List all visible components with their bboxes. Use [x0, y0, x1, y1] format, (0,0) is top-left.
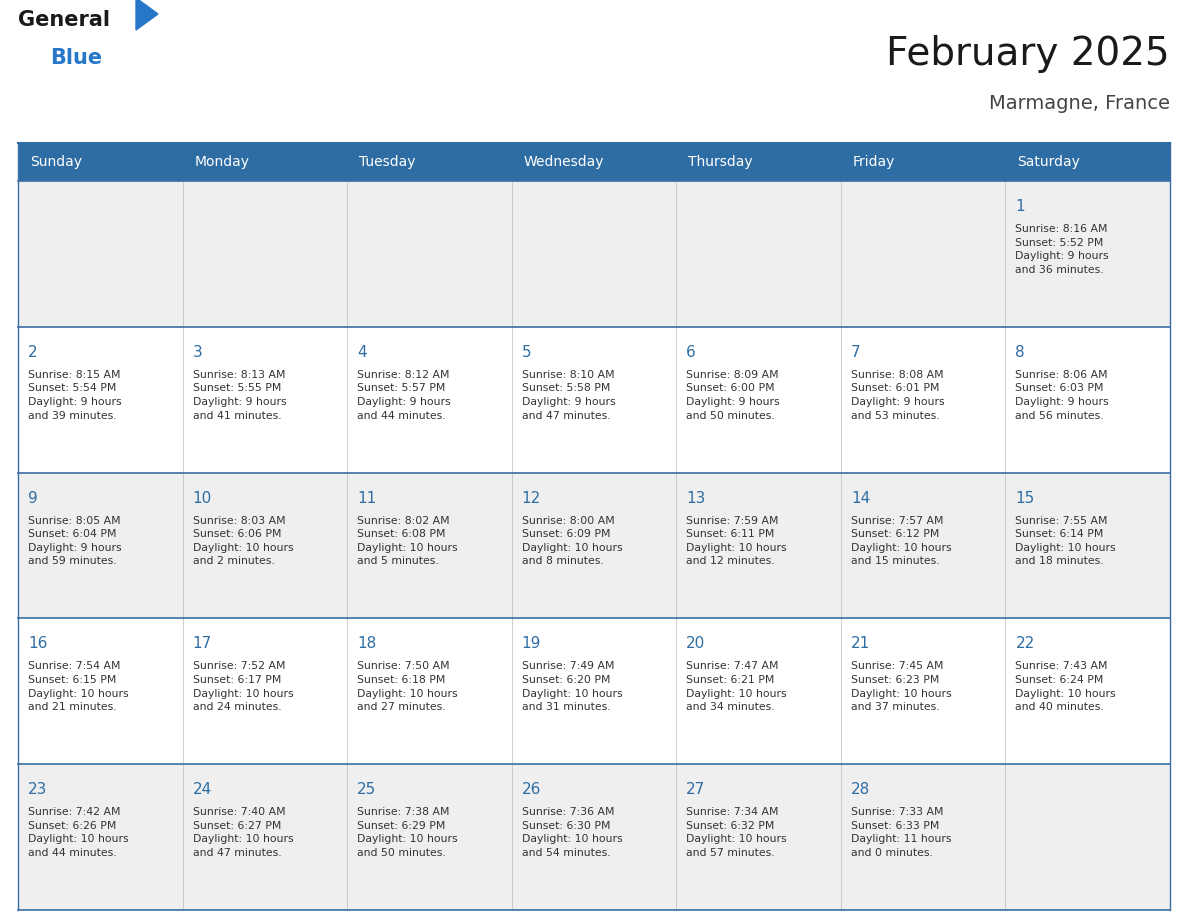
Text: Friday: Friday: [853, 155, 896, 169]
Text: 21: 21: [851, 636, 870, 652]
Text: Sunrise: 7:59 AM
Sunset: 6:11 PM
Daylight: 10 hours
and 12 minutes.: Sunrise: 7:59 AM Sunset: 6:11 PM Dayligh…: [687, 516, 786, 566]
Text: 27: 27: [687, 782, 706, 797]
Text: Blue: Blue: [50, 48, 102, 68]
Text: 7: 7: [851, 345, 860, 360]
Text: Sunrise: 7:52 AM
Sunset: 6:17 PM
Daylight: 10 hours
and 24 minutes.: Sunrise: 7:52 AM Sunset: 6:17 PM Dayligh…: [192, 661, 293, 712]
Text: Sunrise: 7:49 AM
Sunset: 6:20 PM
Daylight: 10 hours
and 31 minutes.: Sunrise: 7:49 AM Sunset: 6:20 PM Dayligh…: [522, 661, 623, 712]
Text: 9: 9: [29, 490, 38, 506]
Text: Sunrise: 7:40 AM
Sunset: 6:27 PM
Daylight: 10 hours
and 47 minutes.: Sunrise: 7:40 AM Sunset: 6:27 PM Dayligh…: [192, 807, 293, 858]
Text: Sunrise: 7:33 AM
Sunset: 6:33 PM
Daylight: 11 hours
and 0 minutes.: Sunrise: 7:33 AM Sunset: 6:33 PM Dayligh…: [851, 807, 952, 858]
Text: 24: 24: [192, 782, 211, 797]
Text: 1: 1: [1016, 199, 1025, 214]
Text: Sunrise: 7:54 AM
Sunset: 6:15 PM
Daylight: 10 hours
and 21 minutes.: Sunrise: 7:54 AM Sunset: 6:15 PM Dayligh…: [29, 661, 128, 712]
Text: 19: 19: [522, 636, 541, 652]
Text: 18: 18: [358, 636, 377, 652]
Bar: [18, 143, 1170, 181]
Text: 3: 3: [192, 345, 202, 360]
Text: Sunrise: 8:02 AM
Sunset: 6:08 PM
Daylight: 10 hours
and 5 minutes.: Sunrise: 8:02 AM Sunset: 6:08 PM Dayligh…: [358, 516, 457, 566]
Text: February 2025: February 2025: [886, 35, 1170, 73]
Text: 4: 4: [358, 345, 367, 360]
Text: 10: 10: [192, 490, 211, 506]
Text: Tuesday: Tuesday: [359, 155, 416, 169]
Text: Sunrise: 7:57 AM
Sunset: 6:12 PM
Daylight: 10 hours
and 15 minutes.: Sunrise: 7:57 AM Sunset: 6:12 PM Dayligh…: [851, 516, 952, 566]
Text: 23: 23: [29, 782, 48, 797]
Text: Sunrise: 7:43 AM
Sunset: 6:24 PM
Daylight: 10 hours
and 40 minutes.: Sunrise: 7:43 AM Sunset: 6:24 PM Dayligh…: [1016, 661, 1116, 712]
Text: Sunrise: 8:06 AM
Sunset: 6:03 PM
Daylight: 9 hours
and 56 minutes.: Sunrise: 8:06 AM Sunset: 6:03 PM Dayligh…: [1016, 370, 1110, 420]
Text: 11: 11: [358, 490, 377, 506]
Text: Sunrise: 7:42 AM
Sunset: 6:26 PM
Daylight: 10 hours
and 44 minutes.: Sunrise: 7:42 AM Sunset: 6:26 PM Dayligh…: [29, 807, 128, 858]
Text: Sunrise: 8:13 AM
Sunset: 5:55 PM
Daylight: 9 hours
and 41 minutes.: Sunrise: 8:13 AM Sunset: 5:55 PM Dayligh…: [192, 370, 286, 420]
Text: Sunrise: 8:09 AM
Sunset: 6:00 PM
Daylight: 9 hours
and 50 minutes.: Sunrise: 8:09 AM Sunset: 6:00 PM Dayligh…: [687, 370, 779, 420]
Polygon shape: [135, 0, 158, 30]
Text: Sunrise: 7:38 AM
Sunset: 6:29 PM
Daylight: 10 hours
and 50 minutes.: Sunrise: 7:38 AM Sunset: 6:29 PM Dayligh…: [358, 807, 457, 858]
Text: Sunrise: 7:45 AM
Sunset: 6:23 PM
Daylight: 10 hours
and 37 minutes.: Sunrise: 7:45 AM Sunset: 6:23 PM Dayligh…: [851, 661, 952, 712]
Text: 12: 12: [522, 490, 541, 506]
Text: Sunrise: 7:55 AM
Sunset: 6:14 PM
Daylight: 10 hours
and 18 minutes.: Sunrise: 7:55 AM Sunset: 6:14 PM Dayligh…: [1016, 516, 1116, 566]
Text: 13: 13: [687, 490, 706, 506]
Text: Sunday: Sunday: [30, 155, 82, 169]
Text: Sunrise: 7:50 AM
Sunset: 6:18 PM
Daylight: 10 hours
and 27 minutes.: Sunrise: 7:50 AM Sunset: 6:18 PM Dayligh…: [358, 661, 457, 712]
Text: 6: 6: [687, 345, 696, 360]
Text: Wednesday: Wednesday: [524, 155, 605, 169]
Text: Sunrise: 8:15 AM
Sunset: 5:54 PM
Daylight: 9 hours
and 39 minutes.: Sunrise: 8:15 AM Sunset: 5:54 PM Dayligh…: [29, 370, 121, 420]
Text: General: General: [18, 10, 110, 30]
Text: Sunrise: 7:34 AM
Sunset: 6:32 PM
Daylight: 10 hours
and 57 minutes.: Sunrise: 7:34 AM Sunset: 6:32 PM Dayligh…: [687, 807, 786, 858]
Text: Sunrise: 8:03 AM
Sunset: 6:06 PM
Daylight: 10 hours
and 2 minutes.: Sunrise: 8:03 AM Sunset: 6:06 PM Dayligh…: [192, 516, 293, 566]
Text: Sunrise: 8:08 AM
Sunset: 6:01 PM
Daylight: 9 hours
and 53 minutes.: Sunrise: 8:08 AM Sunset: 6:01 PM Dayligh…: [851, 370, 944, 420]
Text: 15: 15: [1016, 490, 1035, 506]
Text: 16: 16: [29, 636, 48, 652]
Text: Saturday: Saturday: [1017, 155, 1080, 169]
Bar: [18, 473, 1170, 619]
Bar: [18, 619, 1170, 764]
Text: Sunrise: 8:10 AM
Sunset: 5:58 PM
Daylight: 9 hours
and 47 minutes.: Sunrise: 8:10 AM Sunset: 5:58 PM Dayligh…: [522, 370, 615, 420]
Text: 22: 22: [1016, 636, 1035, 652]
Text: 8: 8: [1016, 345, 1025, 360]
Text: 25: 25: [358, 782, 377, 797]
Text: 2: 2: [29, 345, 38, 360]
Text: Sunrise: 7:47 AM
Sunset: 6:21 PM
Daylight: 10 hours
and 34 minutes.: Sunrise: 7:47 AM Sunset: 6:21 PM Dayligh…: [687, 661, 786, 712]
Text: 5: 5: [522, 345, 531, 360]
Text: 14: 14: [851, 490, 870, 506]
Text: 28: 28: [851, 782, 870, 797]
Text: Thursday: Thursday: [688, 155, 753, 169]
Text: 17: 17: [192, 636, 211, 652]
Bar: [18, 181, 1170, 327]
Text: 20: 20: [687, 636, 706, 652]
Text: Sunrise: 8:05 AM
Sunset: 6:04 PM
Daylight: 9 hours
and 59 minutes.: Sunrise: 8:05 AM Sunset: 6:04 PM Dayligh…: [29, 516, 121, 566]
Text: Marmagne, France: Marmagne, France: [988, 94, 1170, 113]
Text: Sunrise: 8:00 AM
Sunset: 6:09 PM
Daylight: 10 hours
and 8 minutes.: Sunrise: 8:00 AM Sunset: 6:09 PM Dayligh…: [522, 516, 623, 566]
Bar: [18, 327, 1170, 473]
Bar: [18, 764, 1170, 910]
Text: Sunrise: 8:16 AM
Sunset: 5:52 PM
Daylight: 9 hours
and 36 minutes.: Sunrise: 8:16 AM Sunset: 5:52 PM Dayligh…: [1016, 224, 1110, 274]
Text: Sunrise: 8:12 AM
Sunset: 5:57 PM
Daylight: 9 hours
and 44 minutes.: Sunrise: 8:12 AM Sunset: 5:57 PM Dayligh…: [358, 370, 450, 420]
Text: Sunrise: 7:36 AM
Sunset: 6:30 PM
Daylight: 10 hours
and 54 minutes.: Sunrise: 7:36 AM Sunset: 6:30 PM Dayligh…: [522, 807, 623, 858]
Text: 26: 26: [522, 782, 541, 797]
Text: Monday: Monday: [195, 155, 249, 169]
